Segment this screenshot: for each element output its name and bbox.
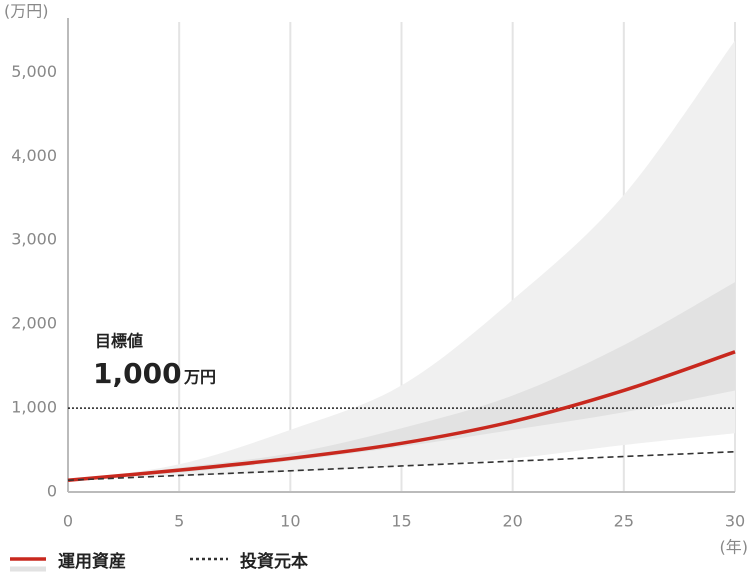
x-tick-label: 30 xyxy=(725,512,745,531)
band xyxy=(68,282,735,481)
x-tick-label: 20 xyxy=(502,512,522,531)
y-tick-label: 5,000 xyxy=(11,62,57,81)
y-tick-label: 1,000 xyxy=(11,398,57,417)
annotation-value: 1,000 xyxy=(93,357,182,390)
x-tick-label: 0 xyxy=(63,512,73,531)
y-tick-label: 0 xyxy=(47,482,57,501)
y-tick-label: 2,000 xyxy=(11,314,57,333)
y-axis-label: (万円) xyxy=(4,2,49,21)
x-tick-label: 5 xyxy=(174,512,184,531)
x-axis-label: (年) xyxy=(720,538,749,557)
x-tick-label: 10 xyxy=(280,512,300,531)
legend-label: 運用資産 xyxy=(58,551,126,572)
series-line xyxy=(67,450,736,482)
x-tick-label: 25 xyxy=(614,512,634,531)
x-tick-label: 15 xyxy=(391,512,411,531)
band xyxy=(68,40,735,481)
y-tick-label: 4,000 xyxy=(11,146,57,165)
y-tick-label: 3,000 xyxy=(11,230,57,249)
legend-label: 投資元本 xyxy=(240,551,308,572)
series-line xyxy=(67,350,736,482)
annotation-unit: 万円 xyxy=(183,368,216,387)
annotation-title: 目標値 xyxy=(95,332,143,351)
